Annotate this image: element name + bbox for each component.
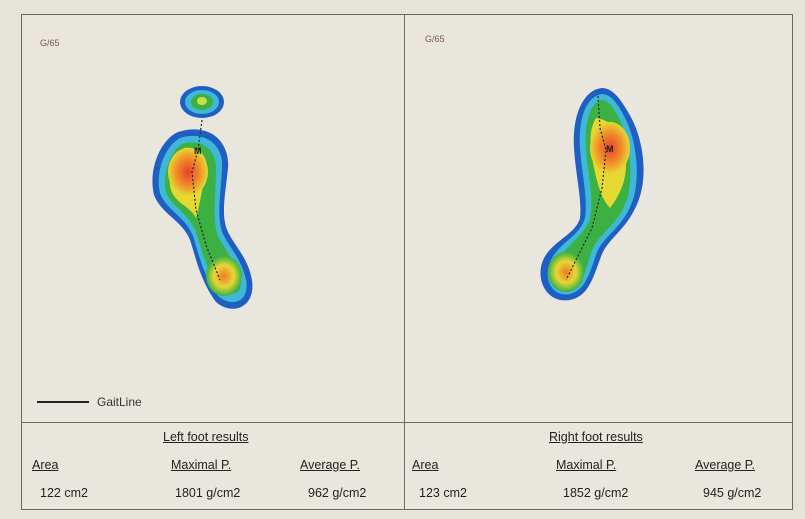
results-divider bbox=[21, 422, 793, 423]
svg-text:M: M bbox=[606, 144, 614, 154]
left-results-title: Left foot results bbox=[163, 430, 249, 444]
left-avg-value: 962 g/cm2 bbox=[308, 486, 367, 500]
left-area-label: Area bbox=[32, 458, 59, 472]
gaitline-legend-line bbox=[37, 401, 89, 403]
right-area-value: 123 cm2 bbox=[419, 486, 467, 500]
report-frame bbox=[21, 14, 793, 510]
svg-text:M: M bbox=[194, 146, 202, 156]
right-max-label: Maximal P. bbox=[556, 458, 617, 472]
right-results-title: Right foot results bbox=[549, 430, 643, 444]
right-avg-label: Average P. bbox=[695, 458, 756, 472]
left-avg-label: Average P. bbox=[300, 458, 361, 472]
left-panel-code: G/65 bbox=[40, 38, 60, 48]
left-foot-pressure-map: M bbox=[152, 86, 253, 309]
right-area-label: Area bbox=[412, 458, 439, 472]
right-max-value: 1852 g/cm2 bbox=[563, 486, 629, 500]
left-max-value: 1801 g/cm2 bbox=[175, 486, 241, 500]
gaitline-legend-label: GaitLine bbox=[97, 395, 142, 409]
right-foot-pressure-map: M bbox=[540, 88, 644, 301]
right-panel-code: G/65 bbox=[425, 34, 445, 44]
panel-divider bbox=[404, 14, 405, 510]
left-area-value: 122 cm2 bbox=[40, 486, 88, 500]
right-avg-value: 945 g/cm2 bbox=[703, 486, 762, 500]
left-max-label: Maximal P. bbox=[171, 458, 232, 472]
